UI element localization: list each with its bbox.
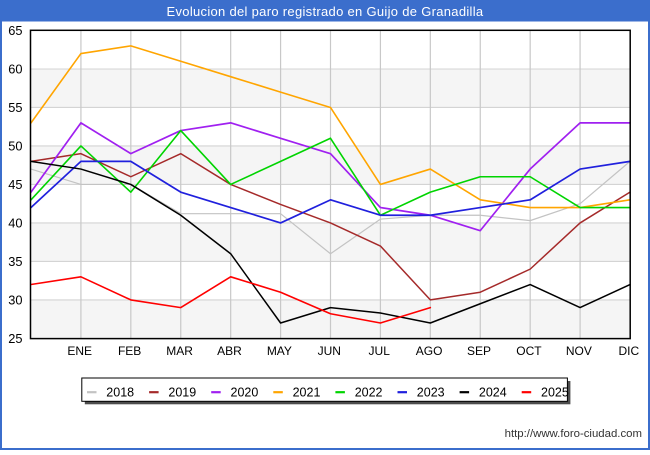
svg-text:2020: 2020: [231, 385, 259, 399]
svg-text:Evolucion del paro registrado: Evolucion del paro registrado en Guijo d…: [167, 4, 484, 19]
svg-text:2022: 2022: [355, 385, 383, 399]
svg-text:40: 40: [8, 215, 22, 230]
svg-text:DIC: DIC: [618, 344, 639, 358]
svg-text:35: 35: [8, 254, 22, 269]
svg-text:AGO: AGO: [416, 344, 443, 358]
svg-text:SEP: SEP: [467, 344, 491, 358]
svg-text:2024: 2024: [479, 385, 507, 399]
svg-text:65: 65: [8, 23, 22, 38]
svg-text:http://www.foro-ciudad.com: http://www.foro-ciudad.com: [505, 428, 642, 440]
svg-text:2023: 2023: [417, 385, 445, 399]
svg-text:ENE: ENE: [67, 344, 92, 358]
svg-text:55: 55: [8, 100, 22, 115]
svg-text:30: 30: [8, 292, 22, 307]
svg-text:2018: 2018: [106, 385, 134, 399]
svg-text:25: 25: [8, 331, 22, 346]
svg-text:MAR: MAR: [166, 344, 193, 358]
svg-text:JUL: JUL: [369, 344, 391, 358]
svg-text:45: 45: [8, 177, 22, 192]
svg-text:2025: 2025: [541, 385, 569, 399]
svg-text:JUN: JUN: [318, 344, 341, 358]
svg-text:NOV: NOV: [566, 344, 592, 358]
svg-text:2019: 2019: [168, 385, 196, 399]
svg-text:ABR: ABR: [217, 344, 242, 358]
svg-text:60: 60: [8, 61, 22, 76]
svg-text:OCT: OCT: [516, 344, 542, 358]
svg-text:50: 50: [8, 138, 22, 153]
svg-text:FEB: FEB: [118, 344, 141, 358]
svg-text:MAY: MAY: [267, 344, 292, 358]
svg-text:2021: 2021: [293, 385, 321, 399]
